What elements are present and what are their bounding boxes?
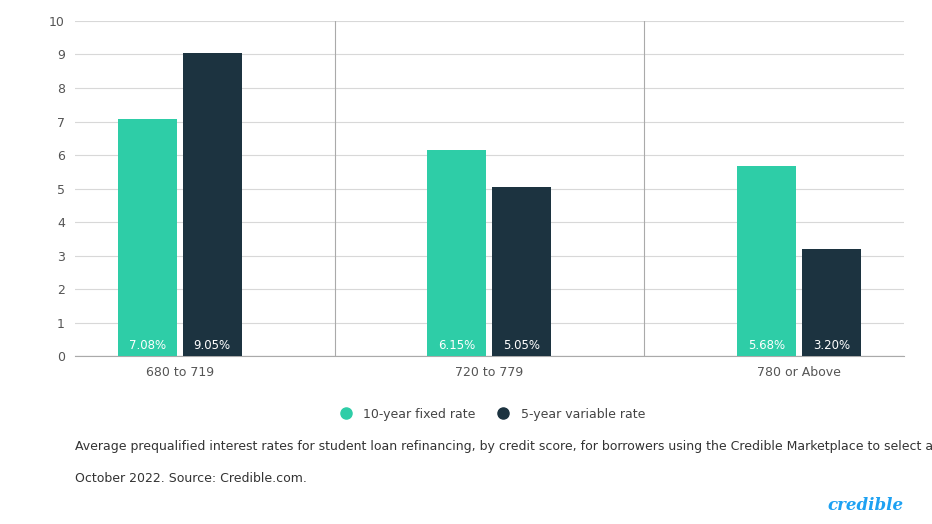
Bar <box>802 249 861 356</box>
Bar <box>117 119 177 356</box>
Legend: 10-year fixed rate, 5-year variable rate: 10-year fixed rate, 5-year variable rate <box>328 403 651 426</box>
Text: October 2022. Source: Credible.com.: October 2022. Source: Credible.com. <box>75 472 307 485</box>
Text: 9.05%: 9.05% <box>194 340 231 352</box>
Text: 6.15%: 6.15% <box>438 340 475 352</box>
Text: Average prequalified interest rates for student loan refinancing, by credit scor: Average prequalified interest rates for … <box>75 440 932 453</box>
Bar <box>428 150 487 356</box>
Text: 5.68%: 5.68% <box>747 340 785 352</box>
Bar <box>183 53 241 356</box>
Text: credible: credible <box>828 497 904 514</box>
Text: 3.20%: 3.20% <box>813 340 850 352</box>
Bar <box>737 166 796 356</box>
Bar <box>492 187 551 356</box>
Text: 7.08%: 7.08% <box>129 340 166 352</box>
Text: 5.05%: 5.05% <box>503 340 541 352</box>
